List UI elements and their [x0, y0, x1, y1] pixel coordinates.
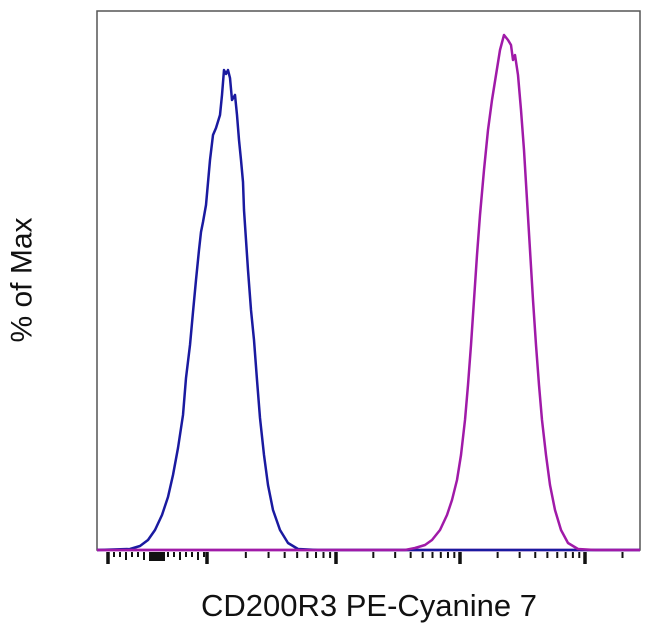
y-axis-label: % of Max	[3, 190, 43, 370]
control-histogram-line	[96, 68, 640, 552]
x-axis-ticks	[106, 552, 624, 564]
y-axis-label-text: % of Max	[6, 217, 40, 343]
plot-frame	[96, 10, 641, 551]
x-axis-label: CD200R3 PE-Cyanine 7	[200, 588, 537, 623]
stained-histogram-line	[97, 33, 640, 552]
histogram-series	[96, 33, 640, 552]
